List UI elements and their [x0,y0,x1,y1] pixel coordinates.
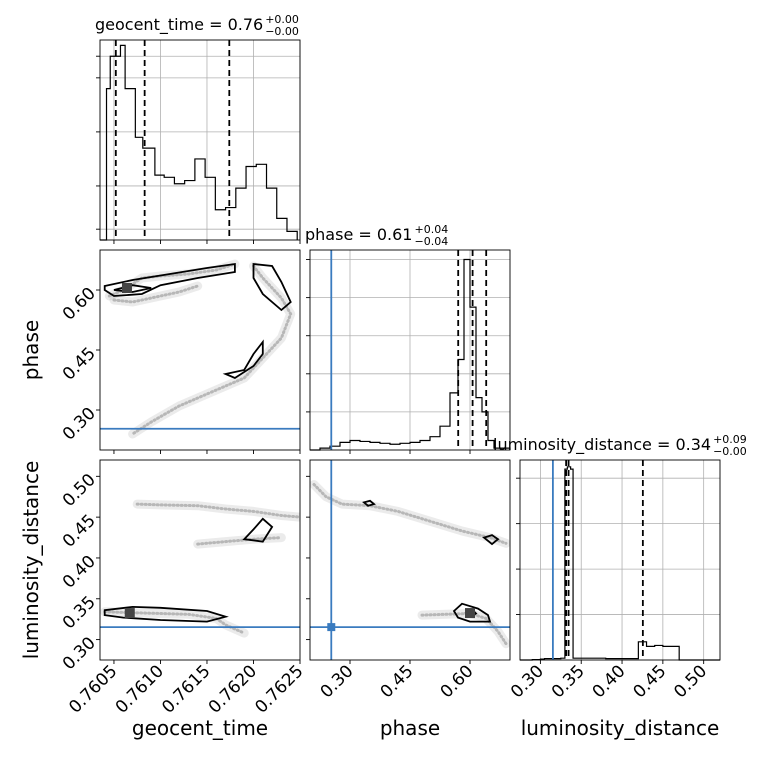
contour-0 [362,499,376,507]
histogram-geocent_time [100,44,298,241]
density-peak [465,608,475,619]
sample-points-1 [420,611,508,646]
panel-content [100,499,300,638]
y-tick-label: 0.60 [59,284,100,325]
panel-frame [99,39,301,241]
hist-panel-luminosity_distance: luminosity_distance = 0.34 +0.09−0.00 [493,433,747,664]
sample-cloud-2 [128,261,296,439]
x-tick-label: 0.35 [548,661,589,702]
x-axis-label-geocent_time: geocent_time [132,716,268,740]
sample-cloud-0 [132,499,300,522]
hist-panel-phase: phase = 0.61 +0.04−0.04 [305,223,511,454]
title-upper-error: +0.04 [414,223,448,236]
y-tick-label: 0.40 [59,552,100,593]
truth-marker [327,623,336,632]
panel-frame [309,249,511,451]
contour-0 [103,262,236,297]
y-tick-label: 0.30 [59,404,100,445]
histogram-luminosity_distance [520,466,720,661]
x-tick-label: 0.40 [589,661,630,702]
contour-1 [482,534,500,546]
y-tick-label: 0.45 [59,344,100,385]
scatter-panel-phase-luminosity_distance [306,459,511,664]
x-tick-label: 0.30 [317,661,358,702]
panel-frame [99,459,301,661]
contour-1 [242,517,274,543]
sample-points-2 [131,264,293,436]
y-tick-label: 0.45 [59,511,100,552]
sample-cloud-1 [193,533,286,549]
sample-points-0 [135,502,300,519]
hist-panel-geocent_time: geocent_time = 0.76 +0.00−0.00 [95,13,301,244]
title-upper-error: +0.09 [713,433,747,446]
x-axis-label-luminosity_distance: luminosity_distance [521,716,720,740]
sample-points-1 [196,536,283,546]
panel-frame [309,459,511,661]
grid [100,40,301,240]
grid [310,250,510,450]
x-tick-label: 0.50 [670,661,711,702]
sample-cloud-1 [417,609,510,649]
y-tick-label: 0.35 [59,592,100,633]
panel-title: luminosity_distance = 0.34 [493,435,711,455]
density-peak [121,283,132,293]
contour-2 [252,262,292,312]
contour-2 [452,602,492,623]
scatter-panel-geocent_time-phase: 0.30 0.45 0.60 [59,249,301,454]
title-lower-error: −0.04 [414,235,448,248]
x-tick-label: 0.7620 [205,661,261,717]
x-tick-label: 0.30 [507,661,548,702]
title-upper-error: +0.00 [265,13,299,26]
y-tick-label: 0.30 [59,633,100,674]
grid [520,460,720,660]
panel-content [310,460,510,660]
x-tick-label: 0.7610 [112,661,168,717]
panel-frame [99,249,301,451]
x-tick-label: 0.45 [377,661,418,702]
title-lower-error: −0.00 [265,25,299,38]
y-axis-label-phase: phase [19,320,43,380]
x-tick-label: 0.7615 [158,661,214,717]
contour-3 [222,339,264,380]
x-tick-label: 0.7625 [251,661,307,717]
x-axis-label-phase: phase [380,716,440,740]
y-tick-label: 0.50 [59,470,100,511]
x-tick-label: 0.60 [437,661,478,702]
panel-title: phase = 0.61 [305,225,412,244]
title-lower-error: −0.00 [713,445,747,458]
x-tick-label: 0.45 [629,661,670,702]
density-peak [124,608,135,619]
histogram-phase [310,258,511,451]
panel-title: geocent_time = 0.76 [95,15,263,35]
scatter-panel-geocent_time-luminosity_distance: 0.300.350.400.450.50 [59,459,301,674]
contour-0 [103,605,229,623]
sample-cloud-1 [109,281,203,307]
y-axis-label-luminosity_distance: luminosity_distance [19,461,43,660]
panel-content [100,259,300,439]
sample-points-0 [312,483,508,545]
panel-frame [519,459,721,661]
sample-points-1 [112,284,200,304]
